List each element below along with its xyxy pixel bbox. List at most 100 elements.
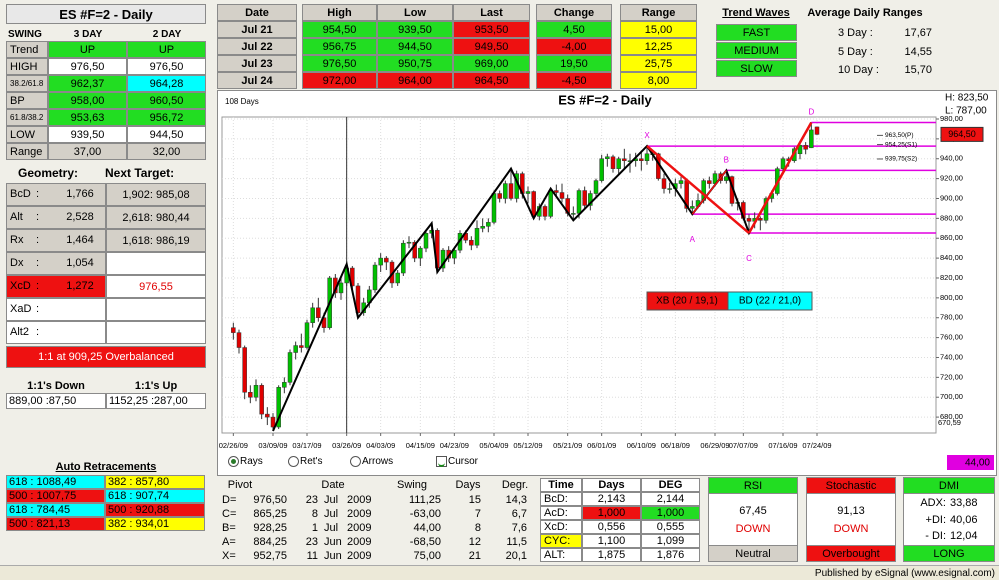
pivot-cell: 12	[468, 536, 481, 548]
radio-button[interactable]	[228, 456, 239, 467]
candle-body	[338, 282, 344, 294]
candle-body	[690, 206, 695, 209]
one-to-one-label: 1:1's Up	[134, 380, 178, 392]
swing-cell: UP	[48, 41, 127, 58]
trend-waves-title: Trend Waves	[722, 7, 790, 19]
pivot-cell: Jul	[324, 522, 339, 534]
pattern-label: A	[690, 235, 696, 244]
geometry-value: 2,528	[66, 211, 94, 223]
retracement-cell: 382 : 934,01	[105, 517, 205, 531]
pattern-label: D	[808, 108, 814, 117]
swing-cell: 962,37	[48, 75, 127, 92]
pattern-label: C	[746, 254, 752, 263]
pivot-cell: 11,5	[506, 536, 527, 548]
geometry-target: 1,618: 986,19	[106, 229, 206, 252]
high-label: H: 823,50	[945, 93, 989, 104]
daily-cell: 8,00	[620, 72, 697, 89]
pivot-header: Swing	[397, 479, 427, 491]
candle-body	[248, 392, 253, 398]
geometry-target: 976,55	[106, 275, 206, 298]
time-header: Time	[540, 478, 582, 492]
control-label[interactable]: Cursor	[448, 456, 479, 467]
low-label: L: 787,00	[945, 106, 987, 117]
pivot-cell: A=	[222, 536, 236, 548]
control-label[interactable]: Ret's	[300, 456, 323, 467]
candle-body	[503, 183, 508, 199]
y-tick-label: 720,00	[940, 372, 963, 381]
swing-cell: 944,50	[127, 126, 206, 143]
swing-cell: Range	[6, 143, 48, 160]
one-to-one-label: 1:1's Down	[27, 380, 85, 392]
daily-header: Date	[217, 4, 297, 21]
pivot-cell: 11	[306, 550, 318, 562]
geometry-cell	[6, 206, 106, 229]
retracements-title: Auto Retracements	[55, 461, 157, 473]
adr-label: 5 Day :	[838, 45, 873, 58]
swing-cell: 976,50	[127, 58, 206, 75]
y-tick-label: 880,00	[940, 213, 963, 222]
time-cell: 1,876	[641, 548, 700, 562]
candle-body	[780, 158, 786, 169]
geometry-colon: :	[36, 280, 40, 292]
geometry-target: 1,902: 985,08	[106, 183, 206, 206]
daily-cell: 953,50	[453, 21, 530, 38]
control-label[interactable]: Arrows	[362, 456, 394, 467]
y-tick-label: 940,00	[940, 154, 963, 163]
x-tick-label: 05/04/09	[479, 441, 508, 450]
y-tick-label: 740,00	[940, 352, 963, 361]
candle-body	[242, 347, 247, 393]
pattern-label: X	[644, 131, 650, 140]
retracement-cell: 500 : 1007,75	[6, 489, 105, 503]
radio-button[interactable]	[350, 456, 361, 467]
candle-body	[304, 322, 310, 348]
candle-body	[610, 156, 616, 169]
pivot-cell: 20,1	[505, 550, 527, 562]
candle-body	[593, 180, 599, 194]
candle-body	[644, 153, 650, 161]
candle-body	[758, 218, 763, 221]
daily-cell: 944,50	[377, 38, 453, 55]
swing-cell: 32,00	[127, 143, 206, 160]
geometry-label: XaD	[10, 303, 32, 315]
retracement-cell: 500 : 821,13	[6, 517, 105, 531]
x-tick-label: 03/09/09	[258, 441, 287, 450]
daily-cell: Jul 21	[217, 21, 297, 38]
time-cell: AcD:	[540, 506, 582, 520]
geometry-header: Geometry:	[18, 166, 79, 180]
time-cell: 1,875	[582, 548, 641, 562]
geometry-colon: :	[36, 234, 40, 246]
geometry-note: 1:1 at 909,25 Overbalanced	[6, 346, 206, 368]
geometry-target	[106, 252, 206, 275]
pivot-cell: 2009	[347, 550, 372, 562]
candle-body	[293, 345, 298, 353]
title-box: ES #F=2 - Daily	[6, 4, 206, 24]
checkbox[interactable]	[436, 456, 447, 467]
indicator-value: 67,45	[739, 505, 767, 517]
pivot-cell: D=	[222, 494, 237, 506]
control-label[interactable]: Rays	[240, 456, 263, 467]
adr-value: 14,55	[904, 45, 932, 58]
indicator-title: Stochastic	[806, 477, 896, 494]
pivot-cell: -63,00	[409, 508, 441, 520]
candle-body	[582, 190, 587, 206]
pivot-cell: 44,00	[413, 522, 441, 534]
pivot-cell: 7,6	[511, 522, 527, 534]
xb-label: XB (20 / 19,1)	[656, 296, 718, 307]
daily-cell: -4,00	[536, 38, 612, 55]
x-tick-label: 04/03/09	[366, 441, 395, 450]
candle-body	[707, 180, 712, 184]
pattern-leg	[646, 145, 750, 234]
daily-cell: Jul 23	[217, 55, 297, 72]
pivot-cell: 21	[468, 550, 481, 562]
control-mark	[231, 459, 236, 464]
pivot-cell: 928,25	[253, 522, 287, 534]
indicator-signal: DOWN	[833, 523, 869, 535]
trend-wave: MEDIUM	[716, 42, 797, 59]
radio-button[interactable]	[288, 456, 299, 467]
x-tick-label: 06/18/09	[661, 441, 690, 450]
geometry-colon: :	[36, 326, 40, 338]
geometry-value: 1,766	[66, 188, 94, 200]
candle-body	[282, 382, 287, 388]
candle-body	[616, 158, 621, 169]
swing-header: 3 DAY	[73, 29, 103, 40]
